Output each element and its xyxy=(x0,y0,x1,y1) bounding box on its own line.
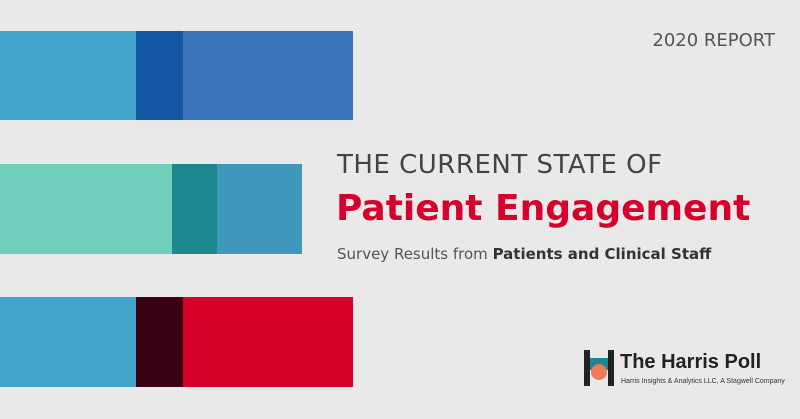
report-label: 2020 REPORT xyxy=(652,30,775,51)
title-kicker: THE CURRENT STATE OF xyxy=(337,150,663,180)
logo-name: The Harris Poll xyxy=(620,351,762,373)
bar-segment xyxy=(217,164,302,254)
subtitle-emphasis: Patients and Clinical Staff xyxy=(492,245,712,263)
logo-tagline: Harris Insights & Analytics LLC, A Stagw… xyxy=(621,378,785,385)
title-main: Patient Engagement xyxy=(336,188,751,229)
bar-segment xyxy=(0,31,136,120)
bar-segment xyxy=(183,31,353,120)
bar-segment xyxy=(0,164,172,254)
bar-segment xyxy=(136,31,183,120)
bar-segment xyxy=(183,297,353,387)
bar-segment xyxy=(172,164,217,254)
logo-icon xyxy=(584,350,614,386)
bar-segment xyxy=(136,297,183,387)
subtitle: Survey Results from Patients and Clinica… xyxy=(337,245,711,263)
bar-segment xyxy=(0,297,136,387)
subtitle-lead: Survey Results from xyxy=(337,245,488,263)
